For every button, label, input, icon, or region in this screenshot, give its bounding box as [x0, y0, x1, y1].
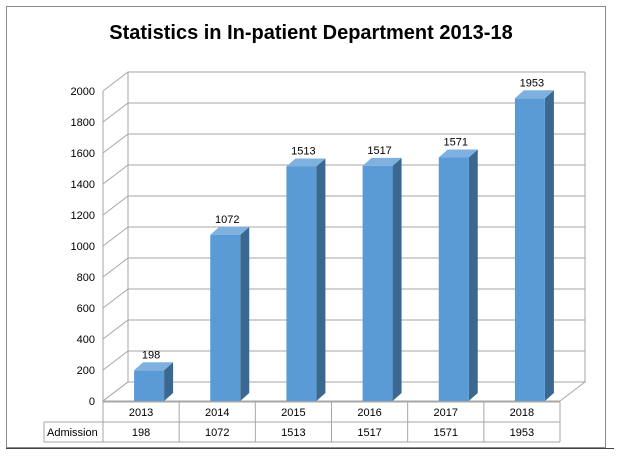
table-series-name: Admission	[47, 427, 98, 439]
gridline-200	[102, 350, 585, 371]
x-tick-label-2014: 2014	[205, 407, 229, 419]
y-tick-label-1800: 1800	[71, 117, 95, 129]
bar-side-2015	[316, 158, 326, 401]
data-label-2014: 1072	[215, 214, 239, 226]
y-tick-label-1600: 1600	[71, 148, 95, 160]
bar-2014	[210, 234, 241, 401]
chart-title: Statistics in In-patient Department 2013…	[109, 22, 513, 44]
table-cell-2017: 1571	[434, 427, 458, 439]
gridline-1200	[102, 195, 585, 216]
table-cell-2013: 198	[132, 427, 150, 439]
bar-side-2016	[392, 157, 402, 401]
gridline-600	[102, 288, 585, 309]
table-cell-2018: 1953	[510, 427, 534, 439]
y-tick-label-800: 800	[77, 272, 95, 284]
x-tick-label-2018: 2018	[510, 407, 534, 419]
bar-2013	[134, 370, 165, 401]
x-tick-label-2017: 2017	[434, 407, 458, 419]
bar-side-2013	[164, 362, 174, 401]
bar-2015	[286, 166, 317, 401]
gridline-400	[102, 319, 585, 340]
table-cell-2014: 1072	[205, 427, 229, 439]
bar-top-2013	[134, 362, 174, 371]
gridline-1600	[102, 133, 585, 154]
bar-2016	[362, 165, 393, 401]
table-cell-2016: 1517	[357, 427, 381, 439]
x-tick-label-2016: 2016	[357, 407, 381, 419]
bar-top-2014	[210, 226, 250, 235]
y-tick-label-2000: 2000	[71, 86, 95, 98]
y-tick-label-1000: 1000	[71, 241, 95, 253]
bar-2017	[438, 157, 469, 401]
bar-top-2018	[514, 90, 554, 99]
bar-side-2018	[544, 90, 554, 401]
y-tick-label-600: 600	[77, 303, 95, 315]
bar-2018	[514, 98, 545, 401]
bar-top-2015	[286, 158, 326, 167]
gridline-2000	[102, 71, 585, 92]
bar-top-2016	[362, 157, 402, 166]
gridline-1400	[102, 164, 585, 185]
data-label-2013: 198	[142, 349, 160, 361]
y-tick-label-1400: 1400	[71, 179, 95, 191]
data-label-2018: 1953	[520, 77, 544, 89]
x-tick-label-2015: 2015	[281, 407, 305, 419]
x-tick-label-2013: 2013	[129, 407, 153, 419]
bottom-rule	[6, 448, 614, 449]
y-tick-label-400: 400	[77, 334, 95, 346]
y-tick-label-1200: 1200	[71, 210, 95, 222]
bar-top-2017	[438, 149, 478, 158]
data-label-2015: 1513	[291, 145, 315, 157]
bar-side-2014	[240, 226, 250, 401]
table-cell-2015: 1513	[281, 427, 305, 439]
gridline-800	[102, 257, 585, 278]
gridline-1000	[102, 226, 585, 247]
data-label-2016: 1517	[367, 145, 391, 157]
bar-side-2017	[468, 149, 478, 401]
chart-floor	[101, 381, 587, 402]
y-tick-label-200: 200	[77, 365, 95, 377]
gridline-1800	[102, 102, 585, 123]
data-label-2017: 1571	[444, 136, 468, 148]
y-tick-label-0: 0	[89, 396, 95, 408]
